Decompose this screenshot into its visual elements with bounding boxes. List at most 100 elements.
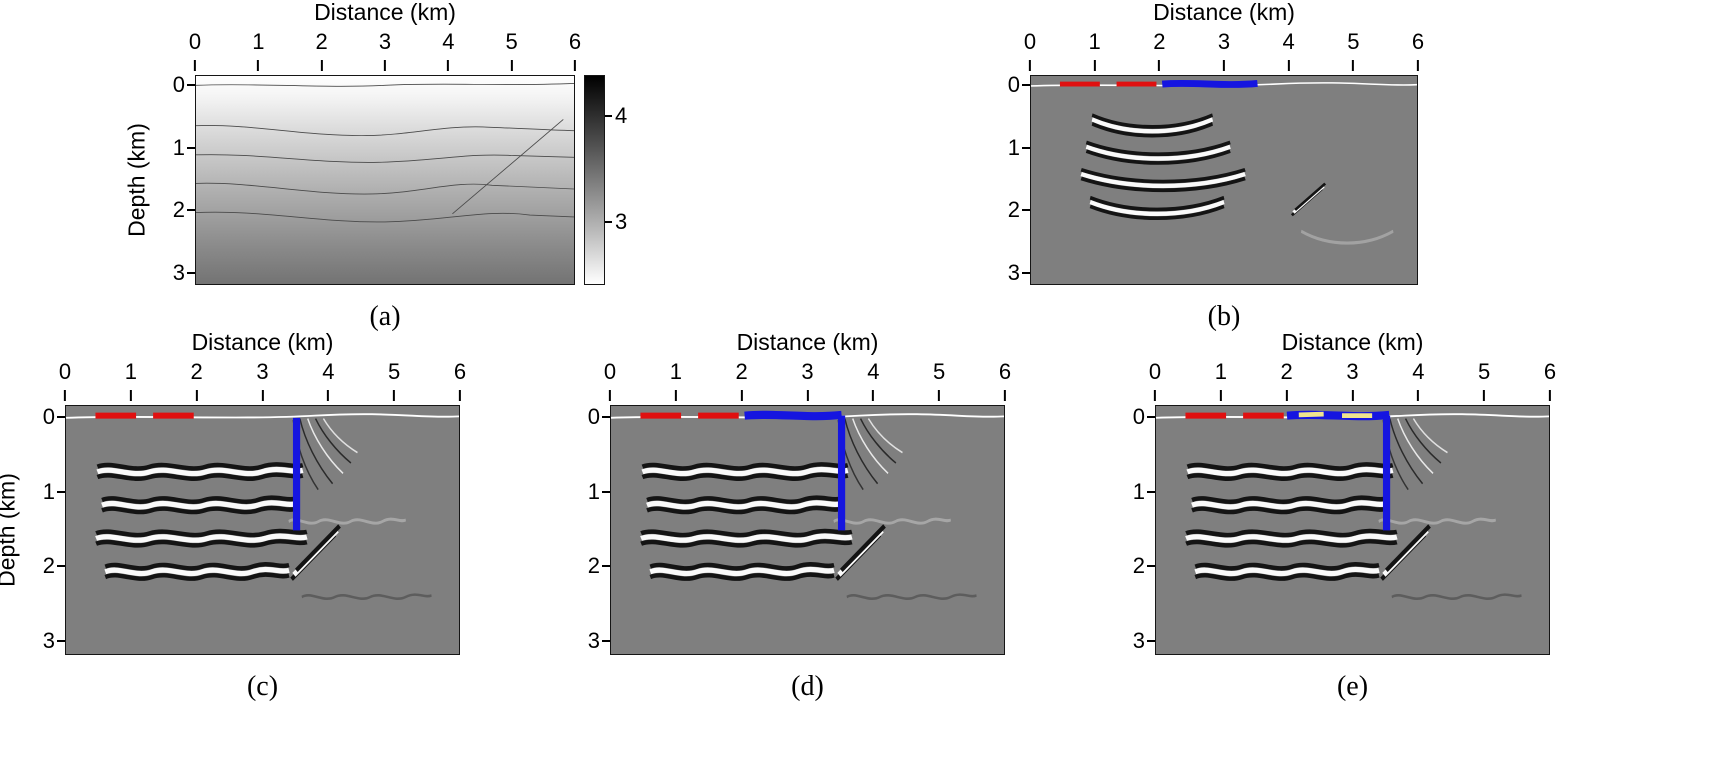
x-axis: 0 1 2 3 4 5 6 [1024,27,1424,75]
x-tick: 0 [188,29,202,54]
x-tick: 2 [190,359,203,384]
x-axis-label: Distance (km) [1153,0,1295,25]
y-tick: 1 [42,478,55,504]
panel-caption: (b) [1207,301,1241,332]
x-tick: 4 [1282,29,1295,54]
x-tick: 1 [252,29,265,54]
y-axis: 0 1 2 3 [568,404,600,655]
panel-c: Distance (km) 0 1 2 3 4 5 6 0 1 2 3 Dept… [0,329,466,702]
seismic-image [1030,75,1418,285]
y-tick: 2 [1132,553,1145,579]
x-tick: 3 [801,359,814,384]
y-tick: 1 [1007,134,1020,160]
x-tick: 3 [378,29,392,54]
x-tick: 4 [322,359,335,384]
panel-a: Distance (km) 0 1 2 3 4 5 6 0 1 2 3 Dept… [124,0,628,332]
x-axis: 0 1 2 3 4 5 6 [604,357,1011,405]
y-tick: 3 [172,260,185,286]
panel-e: Distance (km) 0 1 2 3 4 5 6 0 1 2 3 [1133,329,1556,702]
x-tick: 3 [1346,359,1359,384]
y-tick: 0 [42,404,55,429]
seismic-background [1156,406,1549,654]
x-tick: 3 [256,359,269,384]
y-tick: 2 [42,553,55,579]
y-axis-label: Depth (km) [0,473,20,587]
y-tick: 2 [1007,197,1020,223]
x-axis: 0 1 2 3 4 5 6 [189,27,581,75]
x-tick: 0 [1148,359,1162,384]
velocity-colorbar: 4 3 [584,75,627,285]
y-tick: 1 [1132,478,1145,504]
blue-horizontal-surface-marker [1286,410,1390,421]
panel-caption: (c) [246,671,279,702]
x-axis-label: Distance (km) [736,329,879,355]
y-axis-label: Depth (km) [123,123,150,237]
x-tick: 6 [1411,29,1425,54]
panel-caption: (e) [1336,671,1369,702]
x-tick: 4 [1412,359,1425,384]
x-axis-label: Distance (km) [314,0,456,25]
x-tick: 2 [1280,359,1293,384]
x-tick: 1 [669,359,682,384]
colorbar-tick: 4 [615,102,628,128]
y-tick: 0 [172,72,185,98]
seismic-background [611,406,1004,654]
x-tick: 6 [453,359,467,384]
y-tick: 2 [587,553,600,579]
x-tick: 6 [568,29,582,54]
x-tick: 2 [315,29,328,54]
y-tick: 1 [587,478,600,504]
x-tick: 5 [388,359,401,384]
seismic-image [1155,405,1550,655]
x-tick: 0 [58,359,72,384]
y-tick: 0 [587,404,600,429]
y-tick: 3 [1132,627,1145,653]
x-axis-label: Distance (km) [1281,329,1424,355]
x-tick: 3 [1217,29,1231,54]
y-tick: 0 [1007,72,1020,98]
x-tick: 0 [603,359,617,384]
y-tick: 0 [1132,404,1145,429]
x-tick: 5 [505,29,518,54]
blue-horizontal-surface-marker [1161,79,1258,88]
y-axis: 0 1 2 3 [153,72,185,286]
fault-line [452,119,564,215]
x-tick: 1 [1214,359,1227,384]
x-tick: 1 [1088,29,1101,54]
velocity-gradient [196,76,574,284]
x-tick: 0 [1023,29,1037,54]
seismic-image [610,405,1005,655]
blue-horizontal-surface-marker [744,410,842,421]
x-tick: 6 [998,359,1012,384]
seismic-background [66,406,459,654]
panel-d: Distance (km) 0 1 2 3 4 5 6 0 1 2 3 [588,329,1011,702]
panel-b: Distance (km) 0 1 2 3 4 5 6 0 1 2 3 (b) [1008,0,1424,332]
layer-interfaces [196,83,574,223]
yellow-surface-segment [1298,411,1324,418]
x-tick: 5 [1478,359,1491,384]
x-axis: 0 1 2 3 4 5 6 [59,357,466,405]
x-axis-label: Distance (km) [191,329,334,355]
colorbar-tick: 3 [615,208,628,234]
y-axis: 0 1 2 3 [988,72,1020,286]
y-tick: 3 [1007,260,1020,286]
velocity-model-image [195,75,575,285]
y-tick: 1 [172,134,185,160]
x-axis: 0 1 2 3 4 5 6 [1149,357,1556,405]
x-tick: 2 [1153,29,1166,54]
x-tick: 5 [933,359,946,384]
x-tick: 4 [442,29,455,54]
y-tick: 2 [172,197,185,223]
x-tick: 6 [1543,359,1557,384]
x-tick: 2 [735,359,748,384]
y-axis: 0 1 2 3 [1113,404,1145,655]
x-tick: 4 [867,359,880,384]
y-tick: 3 [587,627,600,653]
x-tick: 1 [124,359,137,384]
panel-caption: (d) [791,671,824,702]
seismic-image [65,405,460,655]
x-tick: 5 [1347,29,1360,54]
y-tick: 3 [42,627,55,653]
y-axis: 0 1 2 3 [23,404,55,655]
